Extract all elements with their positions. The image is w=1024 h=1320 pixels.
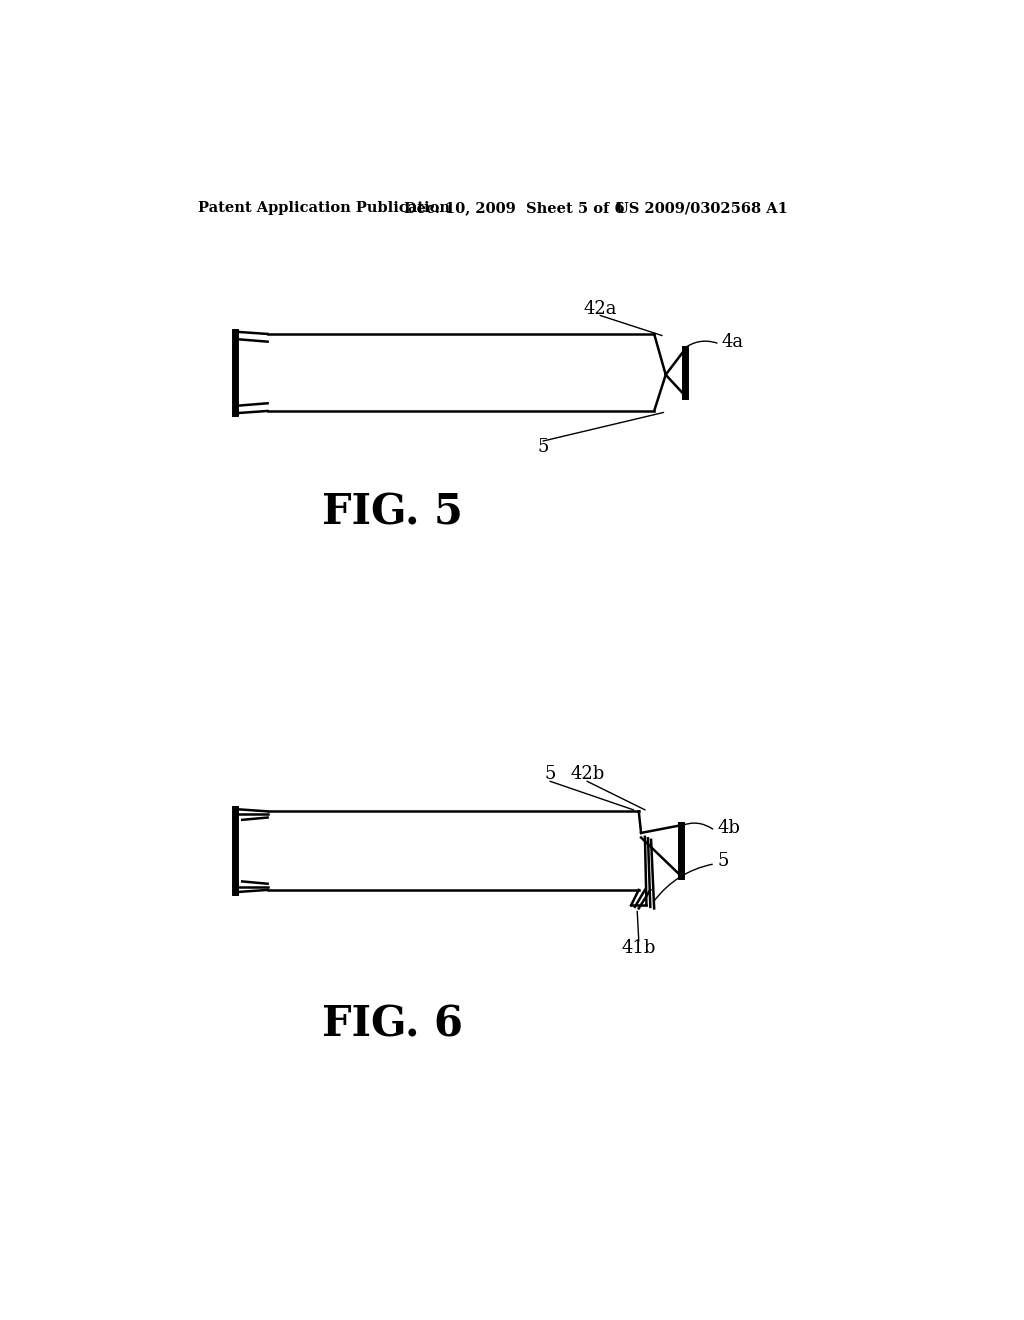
Text: Patent Application Publication: Patent Application Publication — [199, 202, 451, 215]
Text: 5: 5 — [717, 853, 729, 870]
Text: 5: 5 — [538, 438, 549, 457]
Text: 42a: 42a — [584, 300, 617, 318]
Text: Dec. 10, 2009  Sheet 5 of 6: Dec. 10, 2009 Sheet 5 of 6 — [403, 202, 625, 215]
Text: 4a: 4a — [722, 333, 744, 351]
Text: US 2009/0302568 A1: US 2009/0302568 A1 — [615, 202, 787, 215]
Text: 5: 5 — [545, 766, 556, 783]
Text: 42b: 42b — [570, 766, 604, 783]
Text: 41b: 41b — [622, 939, 656, 957]
Text: FIG. 5: FIG. 5 — [322, 491, 463, 533]
Text: FIG. 6: FIG. 6 — [322, 1003, 463, 1045]
Text: 4b: 4b — [717, 820, 740, 837]
